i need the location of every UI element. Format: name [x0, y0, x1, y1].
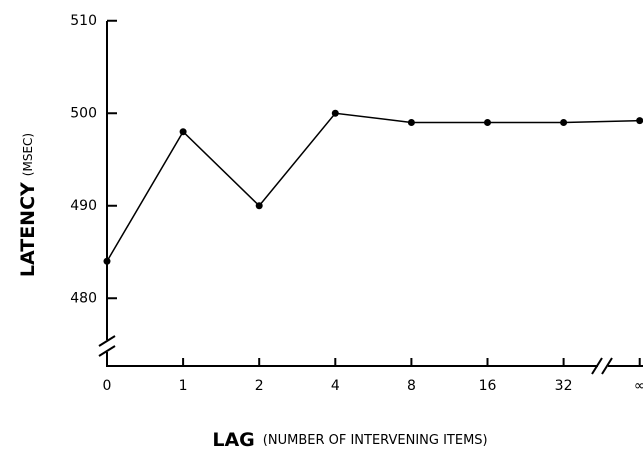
y-tick-label: 490: [70, 198, 97, 214]
x-tick-label: 2: [255, 378, 264, 394]
point: [484, 119, 491, 126]
y-label-unit: (MSEC): [21, 133, 35, 176]
y-axis-label: LATENCY (MSEC): [17, 133, 39, 277]
point: [103, 257, 111, 265]
y-tick-label: 500: [70, 105, 97, 121]
y-label-main: LATENCY: [17, 182, 39, 277]
y-tick-label: 480: [70, 290, 97, 306]
x-tick-label: 1: [179, 378, 188, 394]
x-tick-label: 16: [479, 378, 497, 394]
x-tick-label: 8: [407, 378, 416, 394]
point: [179, 128, 187, 136]
x-tick-label: 4: [331, 378, 340, 394]
point: [255, 202, 263, 210]
point: [560, 119, 568, 126]
point: [636, 117, 643, 125]
x-tick-label: 32: [555, 378, 573, 394]
axes: [106, 21, 643, 367]
series-line: [106, 112, 640, 262]
x-tick-label: 0: [103, 378, 112, 394]
x-tick-label: ∞: [634, 378, 643, 394]
y-axis-break: [98, 335, 116, 357]
point: [407, 119, 415, 126]
x-axis-label: LAG (NUMBER OF INTERVENING ITEMS): [212, 429, 487, 451]
y-tick-label: 510: [70, 13, 97, 29]
x-label-note: (NUMBER OF INTERVENING ITEMS): [263, 433, 488, 448]
point: [331, 109, 339, 117]
x-axis-break: [591, 357, 613, 375]
x-label-main: LAG: [212, 429, 254, 451]
